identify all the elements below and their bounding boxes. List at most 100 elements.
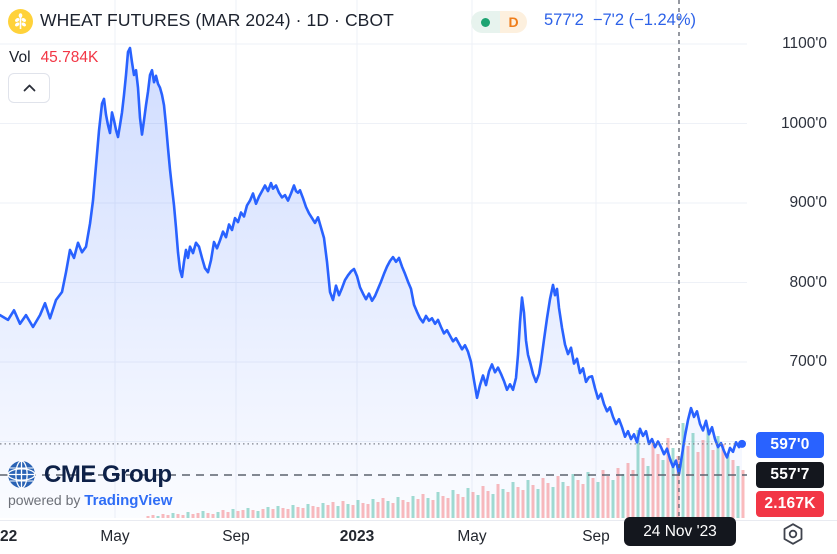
volume-bar <box>296 507 300 518</box>
price-change-text: −7'2 (−1.24%) <box>592 11 696 29</box>
volume-bar <box>176 514 180 518</box>
volume-bar <box>551 487 555 518</box>
volume-bar <box>721 444 725 518</box>
time-tick-label: 22 <box>0 528 18 545</box>
volume-bar <box>701 440 705 518</box>
volume-bar <box>421 494 425 518</box>
cme-group-logo-text[interactable]: CME Group <box>44 460 172 488</box>
volume-bar <box>656 454 660 518</box>
volume-bar <box>716 436 720 518</box>
volume-bar <box>181 515 185 518</box>
volume-bar <box>171 513 175 518</box>
volume-bar <box>586 472 590 518</box>
crosshair-volume-badge: 2.167K <box>756 491 824 517</box>
volume-bar <box>576 480 580 518</box>
volume-bar <box>266 507 270 518</box>
collapse-pane-button[interactable] <box>8 73 50 103</box>
price-tick-label: 1100'0 <box>782 35 827 52</box>
volume-bar <box>601 470 605 518</box>
volume-bar <box>321 503 325 518</box>
quote-readout: 577'2 −7'2 (−1.24%) <box>544 11 696 30</box>
chevron-up-icon <box>23 84 35 92</box>
volume-bar <box>546 483 550 518</box>
volume-bar <box>561 482 565 518</box>
volume-bar <box>146 516 150 518</box>
volume-bar <box>581 484 585 518</box>
volume-bar <box>531 485 535 518</box>
volume-bar <box>536 489 540 518</box>
volume-bar <box>166 515 170 518</box>
volume-bar <box>726 455 730 518</box>
volume-bar <box>471 492 475 518</box>
volume-bar <box>636 430 640 518</box>
volume-bar <box>241 510 245 518</box>
symbol-title: WHEAT FUTURES (MAR 2024) · 1D · CBOT <box>40 10 394 30</box>
volume-bar <box>236 511 240 518</box>
volume-bar <box>641 458 645 518</box>
volume-bar <box>356 500 360 518</box>
volume-bar <box>556 476 560 518</box>
volume-bar <box>186 512 190 518</box>
time-tick-label: Sep <box>582 528 610 545</box>
volume-bar <box>271 509 275 518</box>
volume-bar <box>391 503 395 518</box>
volume-bar <box>666 438 670 518</box>
volume-bar <box>681 423 685 518</box>
last-price-badge: 597'0 <box>756 432 824 458</box>
volume-bar <box>361 503 365 518</box>
price-tick-label: 700'0 <box>789 353 827 370</box>
volume-bar <box>286 509 290 518</box>
volume-bar <box>201 511 205 518</box>
volume-bar <box>276 506 280 518</box>
volume-bar <box>686 446 690 518</box>
volume-bar <box>506 492 510 518</box>
price-chart-canvas[interactable] <box>0 0 837 520</box>
market-open-indicator <box>471 11 500 33</box>
volume-bar <box>566 486 570 518</box>
volume-bar <box>661 460 665 518</box>
axis-settings-gear-icon[interactable] <box>780 521 806 547</box>
volume-bar <box>521 490 525 518</box>
volume-bar <box>151 515 155 518</box>
volume-bar <box>651 443 655 518</box>
crosshair-price-badge: 557'7 <box>756 462 824 488</box>
volume-bar <box>336 506 340 518</box>
volume-bar <box>256 511 260 518</box>
volume-bar <box>341 501 345 518</box>
volume-bar <box>261 509 265 518</box>
volume-bar <box>526 480 530 518</box>
volume-bar <box>281 508 285 518</box>
volume-bar <box>381 498 385 518</box>
volume-bar <box>401 500 405 518</box>
volume-bar <box>481 486 485 518</box>
market-open-dot-icon <box>481 17 490 27</box>
interval-badge[interactable]: D <box>500 11 527 33</box>
tradingview-link[interactable]: TradingView <box>84 492 173 509</box>
volume-bar <box>376 502 380 518</box>
volume-bar <box>591 478 595 518</box>
time-tick-label: Sep <box>222 528 250 545</box>
volume-bar <box>631 470 635 518</box>
volume-bar <box>211 514 215 518</box>
volume-label: Vol <box>9 49 31 66</box>
volume-bar <box>616 468 620 518</box>
volume-bar <box>251 510 255 518</box>
volume-bar <box>611 480 615 518</box>
volume-bar <box>491 494 495 518</box>
volume-bar <box>301 508 305 518</box>
volume-bar <box>156 516 160 518</box>
volume-bar <box>606 476 610 518</box>
volume-bar <box>371 499 375 518</box>
volume-bar <box>541 478 545 518</box>
volume-bar <box>461 497 465 518</box>
price-tick-label: 800'0 <box>789 273 827 291</box>
volume-bar <box>366 504 370 518</box>
price-area-fill <box>0 48 742 518</box>
volume-bar <box>741 470 745 518</box>
volume-bar <box>441 496 445 518</box>
volume-bar <box>351 505 355 518</box>
volume-bar <box>501 489 505 518</box>
volume-bar <box>706 428 710 518</box>
market-status-interval-pill[interactable]: D <box>471 11 527 33</box>
